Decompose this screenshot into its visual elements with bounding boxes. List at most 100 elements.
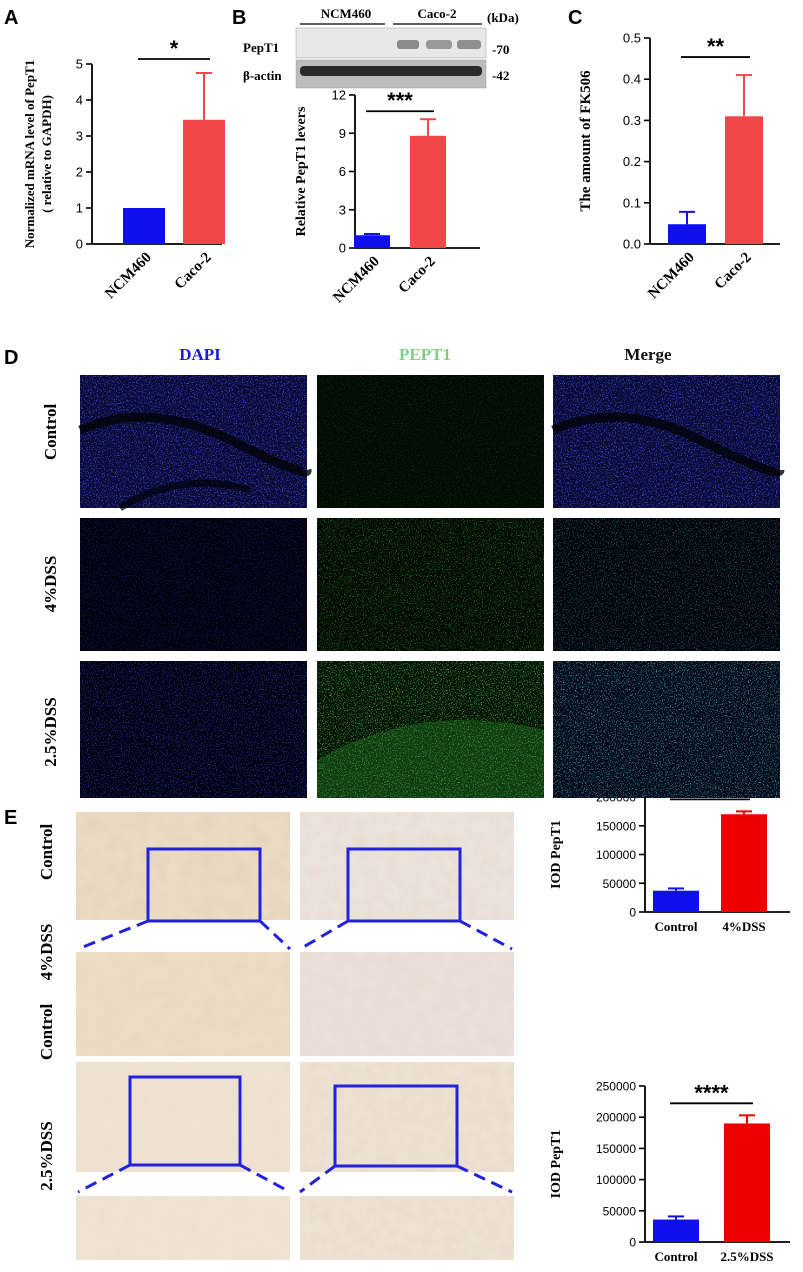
blot-lane-caco2: Caco-2 xyxy=(418,6,457,21)
roi-box-4 xyxy=(333,1084,459,1168)
e-row-label-control-2: Control xyxy=(37,1004,56,1061)
y-tick-label: 150000 xyxy=(596,819,636,833)
y-axis-label: Relative PepT1 levers xyxy=(294,106,309,236)
panel-d-immunofluorescence: DAPI PEPT1 Merge Control 4%DSS 2.5%DSS xyxy=(41,345,785,798)
bar-caco-2 xyxy=(725,116,763,244)
e-row-label-control-1: Control xyxy=(37,824,56,881)
blot-row-actin: β-actin xyxy=(243,68,282,83)
y-axis-label: Normalized mRNA level of PepT1 xyxy=(22,60,37,248)
panel-e-ihc: Control 4%DSS Control 2.5%DSS xyxy=(37,812,514,1260)
bar-4-dss xyxy=(721,814,767,912)
x-tick-label: 4%DSS xyxy=(722,919,765,934)
bar-ncm460 xyxy=(123,208,165,244)
chart-e2-iod-25dss: 0 50000 100000 150000 200000 250000 IOD PepT1 C… xyxy=(549,1080,790,1264)
column-label-pept1: PEPT1 xyxy=(399,345,451,364)
significance-stars: * xyxy=(170,36,179,61)
row-label-25dss: 2.5%DSS xyxy=(41,697,60,766)
significance-stars: ** xyxy=(707,34,725,59)
bar-caco-2 xyxy=(183,119,225,244)
if-image-control-pept1 xyxy=(317,375,544,508)
if-image-4dss-pept1 xyxy=(317,518,544,651)
y-tick-label: 150000 xyxy=(596,1142,636,1156)
row-label-4dss: 4%DSS xyxy=(41,556,60,613)
y-tick-label: 0 xyxy=(76,237,83,252)
roi-box-3 xyxy=(128,1075,242,1167)
y-axis-label: IOD PepT1 xyxy=(549,1130,564,1199)
if-image-25dss-dapi xyxy=(80,661,307,798)
x-tick-label: Control xyxy=(654,919,697,934)
western-blot: NCM460 Caco-2 (kDa) PepT1 -70 β-actin -4… xyxy=(243,6,519,89)
y-tick-label: 250000 xyxy=(596,1080,636,1094)
column-label-dapi: DAPI xyxy=(179,345,221,364)
e-row-label-4dss: 4%DSS xyxy=(37,924,56,981)
x-tick-label: Caco-2 xyxy=(396,254,439,297)
chart-b-relative-levels: 0 3 6 9 12 Relative PepT1 levers NCM460 Caco-2 *… xyxy=(294,88,480,307)
y-tick-label: 0.4 xyxy=(623,72,641,87)
panel-label-d: D xyxy=(4,347,18,369)
y-tick-label: 0.0 xyxy=(623,237,641,252)
x-tick-label: NCM460 xyxy=(645,250,698,303)
x-tick-label: 2.5%DSS xyxy=(720,1249,773,1264)
chart-a-mrna: 0 1 2 3 4 5 Normalized mRNA level of PepT1( re… xyxy=(22,36,225,302)
bar-caco-2 xyxy=(410,135,446,248)
e-row-label-25dss: 2.5%DSS xyxy=(37,1121,56,1190)
column-label-merge: Merge xyxy=(624,345,672,364)
y-tick-label: 200000 xyxy=(596,1111,636,1125)
y-tick-label: 50000 xyxy=(603,877,637,891)
panel-label-e: E xyxy=(4,807,17,829)
y-tick-label: 0.1 xyxy=(623,195,641,210)
roi-box-2 xyxy=(346,847,462,923)
y-tick-label: 4 xyxy=(76,93,83,108)
if-image-25dss-merge xyxy=(553,661,780,798)
y-tick-label: 50000 xyxy=(603,1204,637,1218)
chart-e1-iod-4dss: 050000100000150000200000IOD PepT1Control… xyxy=(549,776,790,934)
bar-2-5-dss xyxy=(724,1123,770,1242)
y-axis-label: The amount of FK506 xyxy=(578,70,594,212)
y-tick-label: 0 xyxy=(629,1236,636,1250)
x-tick-label: Caco-2 xyxy=(172,250,215,293)
blot-row-pept1: PepT1 xyxy=(243,40,279,55)
y-tick-label: 12 xyxy=(332,88,346,103)
y-tick-label: 6 xyxy=(339,164,346,179)
significance-stars: **** xyxy=(694,1080,729,1105)
bar-ncm460 xyxy=(668,224,706,244)
if-image-control-dapi xyxy=(78,375,312,511)
y-axis-label: ( relative to GAPDH) xyxy=(39,95,54,213)
if-image-4dss-merge xyxy=(553,518,780,651)
y-tick-label: 0.3 xyxy=(623,113,641,128)
y-axis-label: IOD PepT1 xyxy=(549,820,564,889)
panel-label-c: C xyxy=(568,7,582,29)
y-tick-label: 0.5 xyxy=(623,31,641,46)
y-tick-label: 9 xyxy=(339,126,346,141)
if-image-control-merge xyxy=(551,375,785,508)
y-tick-label: 1 xyxy=(76,201,83,216)
row-label-control: Control xyxy=(41,404,60,461)
blot-lane-ncm460: NCM460 xyxy=(321,6,372,21)
if-image-25dss-pept1 xyxy=(317,661,544,798)
chart-c-fk506: 0.0 0.1 0.2 0.3 0.4 0.5 The amount of FK506 NCM… xyxy=(578,31,780,303)
y-tick-label: 100000 xyxy=(596,848,636,862)
panel-label-b: B xyxy=(232,7,246,29)
blot-kda-70: -70 xyxy=(492,42,509,57)
roi-box-1 xyxy=(146,847,262,923)
if-image-4dss-dapi xyxy=(80,518,307,651)
y-tick-label: 0.2 xyxy=(623,154,641,169)
blot-unit: (kDa) xyxy=(487,10,519,25)
panel-label-a: A xyxy=(4,7,18,29)
x-tick-label: NCM460 xyxy=(102,250,155,303)
x-tick-label: Control xyxy=(654,1249,697,1264)
y-tick-label: 100000 xyxy=(596,1173,636,1187)
x-tick-label: Caco-2 xyxy=(712,250,755,293)
y-tick-label: 5 xyxy=(76,57,83,72)
y-tick-label: 2 xyxy=(76,165,83,180)
x-tick-label: NCM460 xyxy=(330,254,383,307)
bar-control xyxy=(653,890,699,912)
bar-control xyxy=(653,1219,699,1242)
bar-ncm460 xyxy=(354,235,390,248)
y-tick-label: 0 xyxy=(629,906,636,920)
y-tick-label: 0 xyxy=(339,241,346,256)
y-tick-label: 3 xyxy=(76,129,83,144)
significance-stars: *** xyxy=(387,88,413,113)
blot-kda-42: -42 xyxy=(492,68,509,83)
